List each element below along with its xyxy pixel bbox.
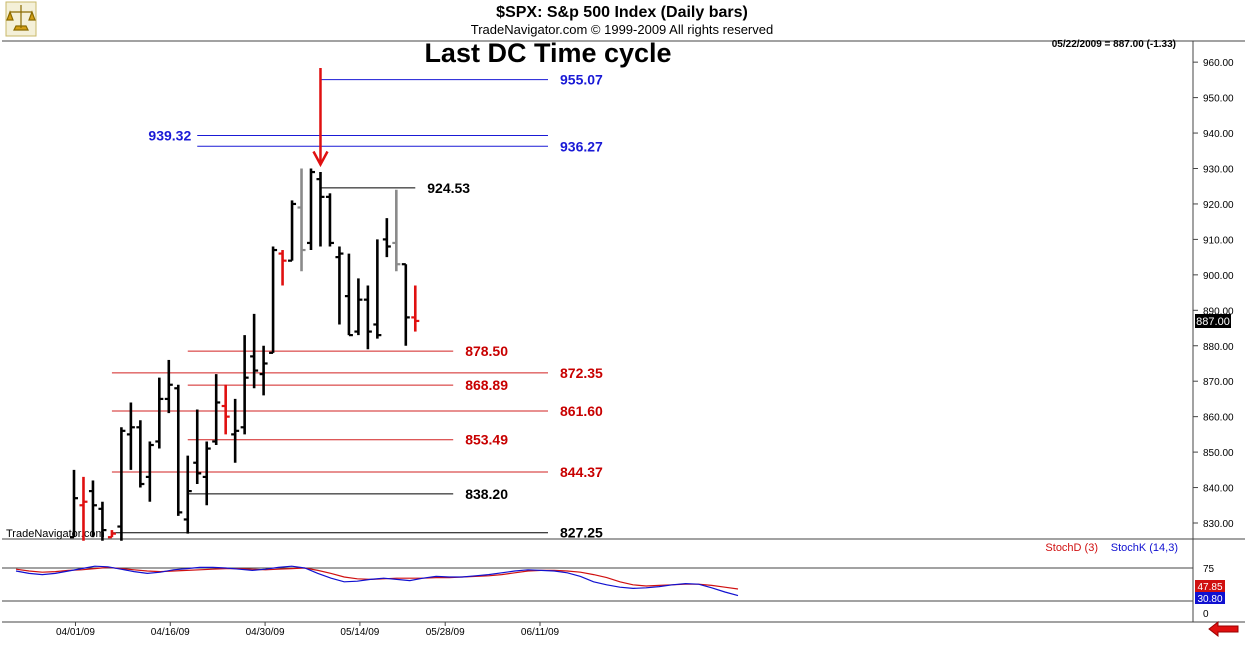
- date-tick-label: 04/30/09: [246, 627, 285, 638]
- price-tick-label: 850.00: [1203, 448, 1234, 459]
- ohlc-bar: [316, 172, 325, 247]
- last-quote-readout: 05/22/2009 = 887.00 (-1.33): [1052, 39, 1176, 50]
- ohlc-bar: [278, 250, 287, 286]
- price-tick-label: 900.00: [1203, 271, 1234, 282]
- date-tick-label: 05/14/09: [340, 627, 379, 638]
- price-tick-label: 950.00: [1203, 94, 1234, 105]
- stoch-readout-value: 30.80: [1197, 594, 1222, 605]
- ohlc-bar: [392, 189, 401, 272]
- ohlc-bar: [401, 263, 410, 346]
- stoch-series-line: [15, 565, 739, 597]
- ohlc-bar: [325, 193, 334, 247]
- stoch-readout-box: [1195, 580, 1225, 592]
- stoch-tick-label: 75: [1203, 564, 1215, 575]
- date-tick-label: 04/16/09: [151, 627, 190, 638]
- ohlc-bar: [183, 455, 192, 534]
- date-tick-label: 06/11/09: [521, 627, 560, 638]
- ohlc-bar: [250, 313, 259, 389]
- ohlc-bar: [174, 384, 183, 516]
- ohlc-bar: [363, 285, 372, 350]
- level-label: 827.25: [560, 525, 603, 541]
- price-tick-label: 830.00: [1203, 519, 1234, 530]
- cycle-arrow: [312, 68, 329, 168]
- ohlc-bar: [136, 420, 145, 488]
- level-label: 924.53: [427, 180, 470, 196]
- legend-stochk: StochK (14,3): [1111, 542, 1178, 554]
- ohlc-bar: [240, 335, 249, 435]
- price-tick-label: 910.00: [1203, 235, 1234, 246]
- arrow-head: [312, 150, 329, 168]
- copyright-text: TradeNavigator.com © 1999-2009 All right…: [471, 22, 773, 37]
- ohlc-bar: [70, 469, 78, 539]
- chart-title: $SPX: S&p 500 Index (Daily bars): [496, 4, 748, 21]
- ohlc-bar: [193, 409, 202, 485]
- price-tick-label: 930.00: [1203, 165, 1234, 176]
- price-levels: 955.07 939.32 936.27 924.53 878.50 872.35 868.…: [111, 72, 603, 541]
- price-bars: [70, 168, 420, 541]
- golden-trophy-icon[interactable]: [5, 1, 37, 37]
- ohlc-bar: [373, 239, 382, 339]
- watermark-text: TradeNavigator.com: [6, 528, 105, 540]
- level-label: 861.60: [560, 403, 603, 419]
- ohlc-bar: [344, 253, 353, 337]
- level-label: 955.07: [560, 72, 603, 88]
- ohlc-bar: [288, 200, 297, 262]
- date-axis: 04/01/09 04/16/09 04/30/09 05/14/09 05/28/09…: [56, 622, 560, 638]
- annotation-title: Last DC Time cycle: [424, 38, 671, 68]
- level-label: 936.27: [560, 138, 603, 154]
- level-label: 853.49: [465, 432, 508, 448]
- ohlc-bar: [269, 246, 278, 354]
- ohlc-bar: [382, 218, 391, 258]
- ohlc-bar: [155, 377, 164, 449]
- ohlc-bar: [79, 476, 88, 541]
- ohlc-bar: [335, 246, 344, 325]
- stoch-readout-value: 47.85: [1197, 582, 1222, 593]
- price-tick-label: 880.00: [1203, 342, 1234, 353]
- ohlc-bar: [88, 480, 97, 538]
- ohlc-bar: [164, 359, 173, 414]
- price-tick-label: 860.00: [1203, 413, 1234, 424]
- level-label: 939.32: [148, 127, 191, 143]
- ohlc-bar: [107, 530, 116, 539]
- ohlc-bar: [117, 427, 126, 541]
- level-label: 844.37: [560, 464, 603, 480]
- ohlc-bar: [145, 441, 154, 502]
- level-label: 868.89: [465, 377, 508, 393]
- price-tick-label: 890.00: [1203, 306, 1234, 317]
- level-label: 838.20: [465, 486, 508, 502]
- ohlc-bar: [126, 402, 135, 470]
- ohlc-bar: [259, 345, 268, 396]
- date-tick-label: 04/01/09: [56, 627, 95, 638]
- price-tick-label: 940.00: [1203, 129, 1234, 140]
- ohlc-bar: [297, 168, 306, 272]
- ohlc-bar: [307, 168, 315, 251]
- ohlc-bar: [202, 441, 211, 506]
- date-tick-label: 05/28/09: [426, 627, 465, 638]
- price-tick-label: 960.00: [1203, 58, 1234, 69]
- last-price-label: 887.00: [1196, 316, 1230, 328]
- price-tick-label: 870.00: [1203, 377, 1234, 388]
- price-tick-label: 840.00: [1203, 484, 1234, 495]
- level-label: 878.50: [465, 343, 508, 359]
- ohlc-bar: [98, 501, 107, 541]
- ohlc-bar: [411, 285, 420, 332]
- legend-stochd: StochD (3): [1045, 542, 1098, 554]
- price-axis: 830.00 840.00 850.00 860.00 870.00 880.00 890.…: [1193, 58, 1234, 530]
- stoch-readout-box: [1195, 592, 1225, 604]
- ohlc-bar: [231, 398, 240, 463]
- left-arrow-icon[interactable]: [1208, 620, 1239, 638]
- ohlc-bar: [212, 374, 221, 446]
- last-price-tag: 887.00: [1195, 314, 1231, 328]
- ohlc-bar: [221, 384, 230, 435]
- ohlc-bar: [354, 278, 363, 336]
- stoch-tick-label: 0: [1203, 609, 1209, 620]
- level-label: 872.35: [560, 365, 603, 381]
- price-tick-label: 920.00: [1203, 200, 1234, 211]
